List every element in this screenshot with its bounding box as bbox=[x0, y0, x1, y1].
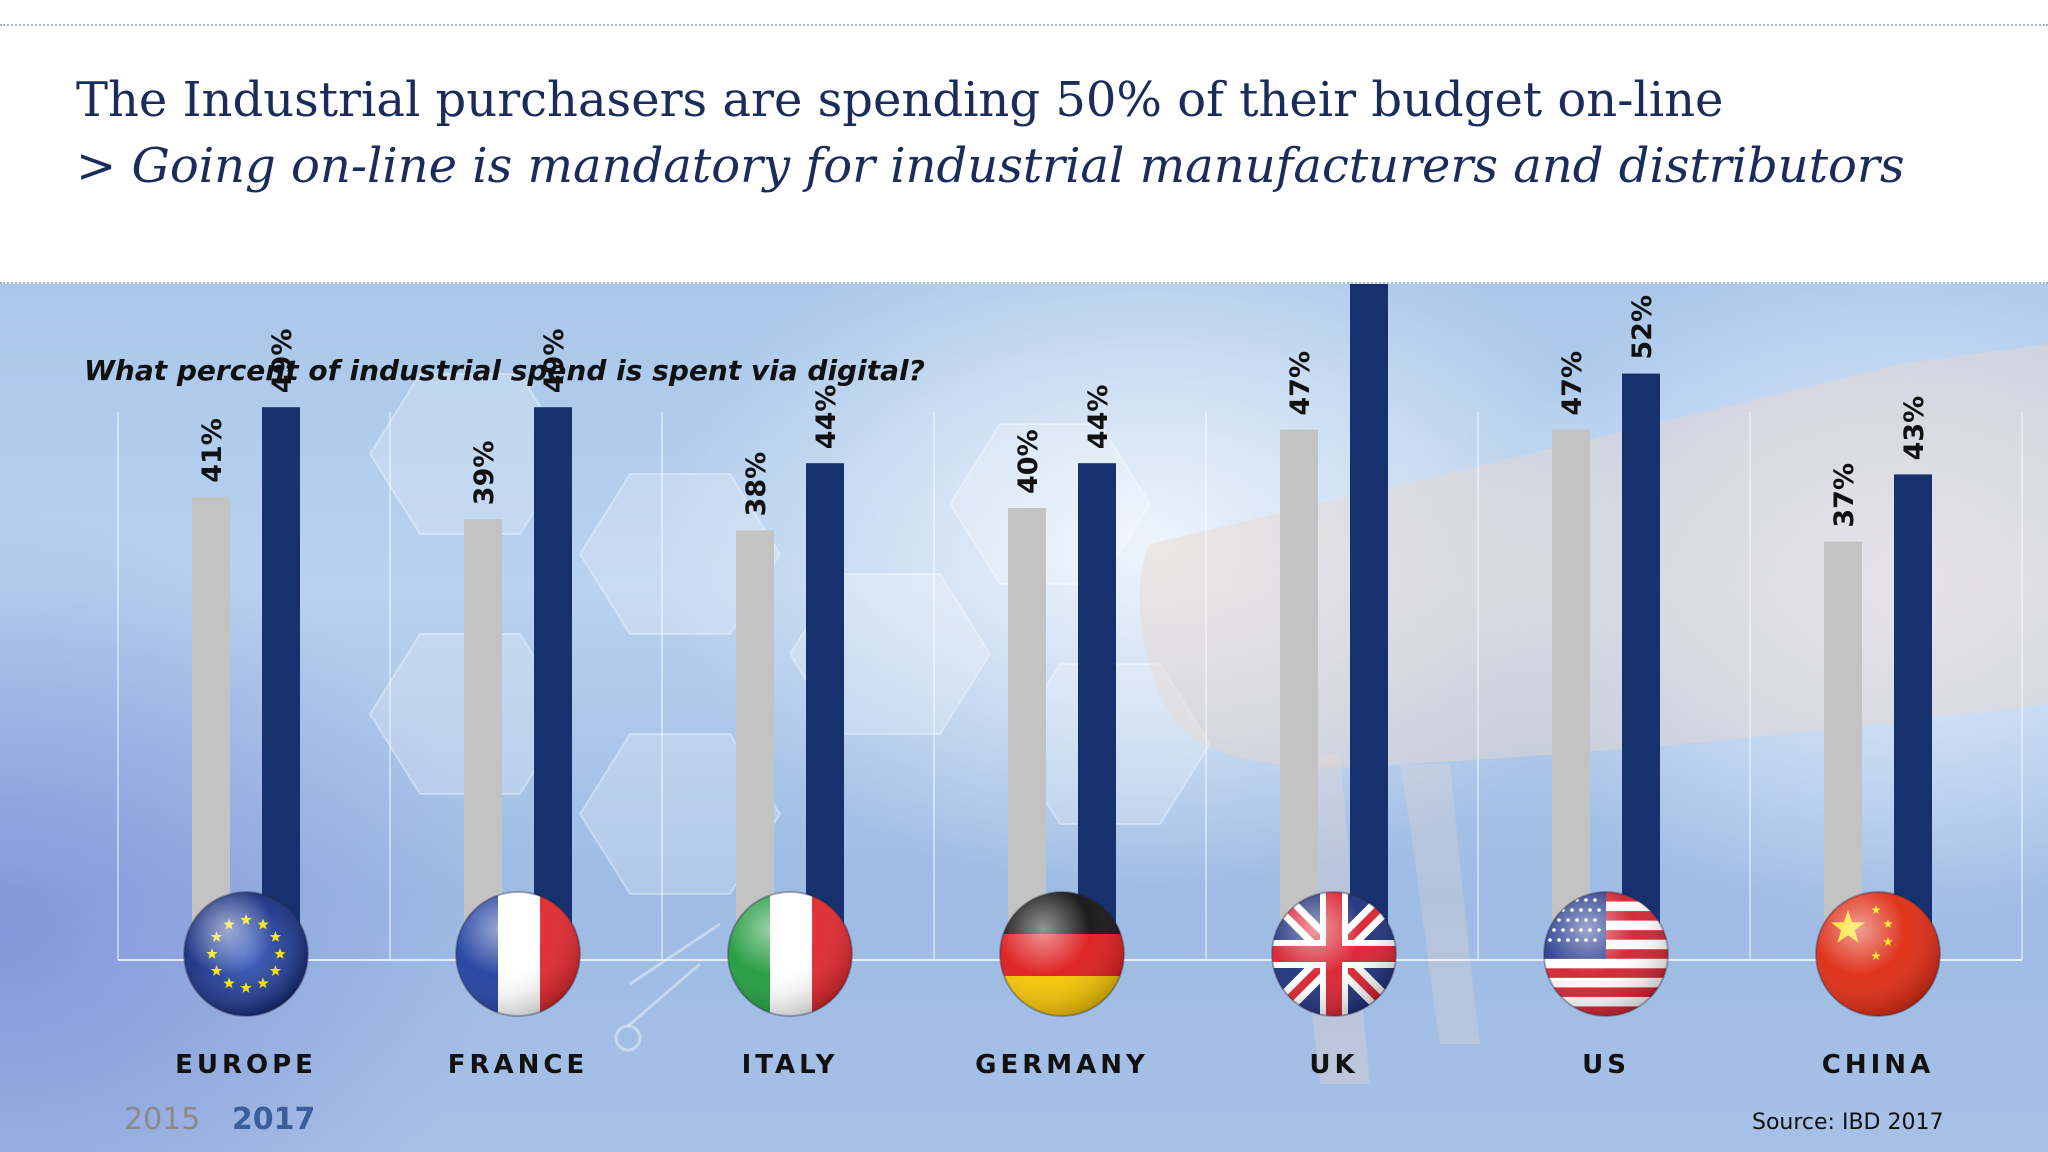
legend-item-2015: 2015 bbox=[124, 1102, 201, 1137]
france-flag-icon bbox=[455, 891, 581, 1017]
bar-2017 bbox=[1350, 284, 1388, 956]
value-label-2015: 47% bbox=[1557, 351, 1588, 416]
bar-2015 bbox=[736, 530, 774, 956]
chart-panel: What percent of industrial spend is spen… bbox=[0, 284, 2048, 1152]
bar-chart: 41% 49% EUROPE 39% 49% FRANCE 38% 44% ITALY 40% 44… bbox=[117, 284, 2023, 1080]
bar-2017 bbox=[1622, 373, 1660, 957]
chart-legend: 2015 2017 bbox=[124, 1102, 315, 1137]
uk-flag-icon bbox=[1271, 891, 1397, 1017]
value-label-2015: 38% bbox=[741, 452, 772, 517]
bar-2015 bbox=[1280, 429, 1318, 957]
category-label: GERMANY bbox=[975, 1050, 1149, 1080]
bar-2015 bbox=[1824, 541, 1862, 956]
bar-2015 bbox=[1008, 508, 1046, 956]
category-label: US bbox=[1582, 1050, 1630, 1080]
category-label: FRANCE bbox=[448, 1050, 589, 1080]
bar-2017 bbox=[262, 407, 300, 956]
chart-question: What percent of industrial spend is spen… bbox=[84, 354, 925, 387]
legend-item-2017: 2017 bbox=[231, 1102, 316, 1137]
eu-flag-icon bbox=[183, 891, 309, 1017]
bar-2017 bbox=[1894, 474, 1932, 956]
value-label-2017: 44% bbox=[1083, 385, 1114, 450]
value-label-2017: 44% bbox=[811, 385, 842, 450]
bar-2017 bbox=[534, 407, 572, 956]
italy-flag-icon bbox=[727, 891, 853, 1017]
value-label-2015: 47% bbox=[1285, 351, 1316, 416]
category-label: EUROPE bbox=[175, 1050, 317, 1080]
source-note: Source: IBD 2017 bbox=[1752, 1110, 1944, 1135]
value-label-2017: 52% bbox=[1627, 295, 1658, 360]
value-label-2017: 43% bbox=[1899, 396, 1930, 461]
bar-2015 bbox=[192, 496, 230, 956]
category-label: CHINA bbox=[1822, 1050, 1934, 1080]
bar-2017 bbox=[1078, 463, 1116, 956]
page-subtitle: > Going on-line is mandatory for industr… bbox=[76, 138, 1905, 194]
value-label-2017: 49% bbox=[539, 329, 570, 394]
bar-2015 bbox=[1552, 429, 1590, 957]
value-label-2015: 37% bbox=[1829, 463, 1860, 528]
header-divider-top bbox=[0, 24, 2048, 26]
value-label-2017: 49% bbox=[267, 329, 298, 394]
category-label: ITALY bbox=[742, 1050, 839, 1080]
value-label-2015: 41% bbox=[197, 418, 228, 483]
category-label: UK bbox=[1309, 1050, 1358, 1080]
bar-2015 bbox=[464, 519, 502, 956]
value-label-2015: 40% bbox=[1013, 429, 1044, 494]
value-label-2015: 39% bbox=[469, 441, 500, 506]
germany-flag-icon bbox=[999, 891, 1125, 1017]
header-divider-bottom bbox=[0, 282, 2048, 284]
bar-2017 bbox=[806, 463, 844, 956]
china-flag-icon bbox=[1815, 891, 1941, 1017]
us-flag-icon bbox=[1543, 891, 1669, 1017]
page-title: The Industrial purchasers are spending 5… bbox=[76, 72, 1724, 128]
